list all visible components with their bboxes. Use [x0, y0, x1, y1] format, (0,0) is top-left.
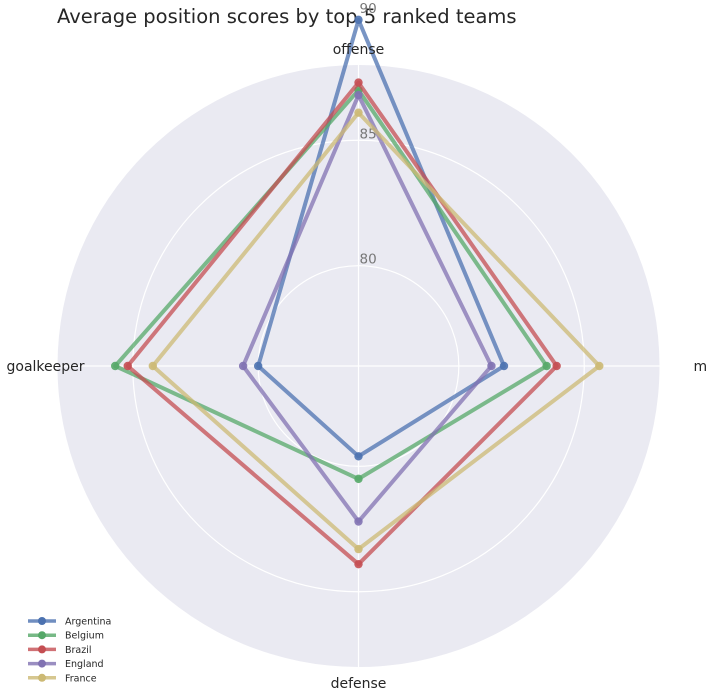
legend-label: Argentina — [65, 617, 111, 628]
series-point — [354, 452, 363, 461]
legend-item-brazil: Brazil — [28, 645, 92, 656]
axis-label-defense: defense — [331, 676, 387, 692]
series-france — [148, 108, 604, 554]
series-point — [487, 361, 496, 371]
series-point — [354, 78, 363, 87]
axis-label-offense: offense — [333, 42, 385, 58]
legend-item-france: France — [28, 673, 97, 684]
chart-title: Average position scores by top 5 ranked … — [57, 5, 517, 28]
axis-label-midfield: midfield — [694, 359, 706, 375]
series-point — [253, 361, 263, 371]
series-point — [354, 517, 363, 526]
tick-label: 85 — [360, 126, 377, 142]
series-point — [552, 361, 561, 371]
series-point — [354, 544, 363, 554]
series-point — [354, 90, 363, 100]
legend-marker — [38, 617, 46, 625]
legend: Argentina Belgium Brazil England France — [28, 617, 111, 684]
series-point — [499, 361, 509, 371]
tick-label: 80 — [360, 252, 377, 268]
legend-marker — [38, 631, 46, 640]
legend-item-england: England — [28, 659, 104, 670]
series-point — [148, 361, 158, 371]
legend-label: England — [65, 659, 104, 670]
legend-label: Belgium — [65, 631, 104, 642]
series-point — [354, 108, 363, 117]
legend-label: Brazil — [65, 645, 92, 656]
series-point — [354, 559, 363, 569]
series-point — [542, 361, 551, 371]
legend-item-argentina: Argentina — [28, 617, 111, 628]
tick-label: 90 — [360, 1, 377, 17]
legend-label: France — [65, 673, 97, 684]
axis-label-goalkeeper: goalkeeper — [7, 359, 85, 375]
series-point — [595, 361, 604, 371]
series-point — [110, 361, 120, 371]
series-point — [354, 15, 363, 25]
series-point — [123, 361, 132, 371]
series-brazil — [123, 78, 561, 569]
series-point — [238, 361, 248, 371]
legend-item-belgium: Belgium — [28, 631, 104, 642]
series-england — [238, 90, 496, 526]
plot-area: 80 85 90 offense midfield defense goalkeeper — [7, 1, 706, 692]
legend-marker — [38, 659, 46, 668]
series-point — [354, 474, 363, 484]
legend-marker — [38, 645, 46, 654]
legend-marker — [38, 673, 46, 682]
